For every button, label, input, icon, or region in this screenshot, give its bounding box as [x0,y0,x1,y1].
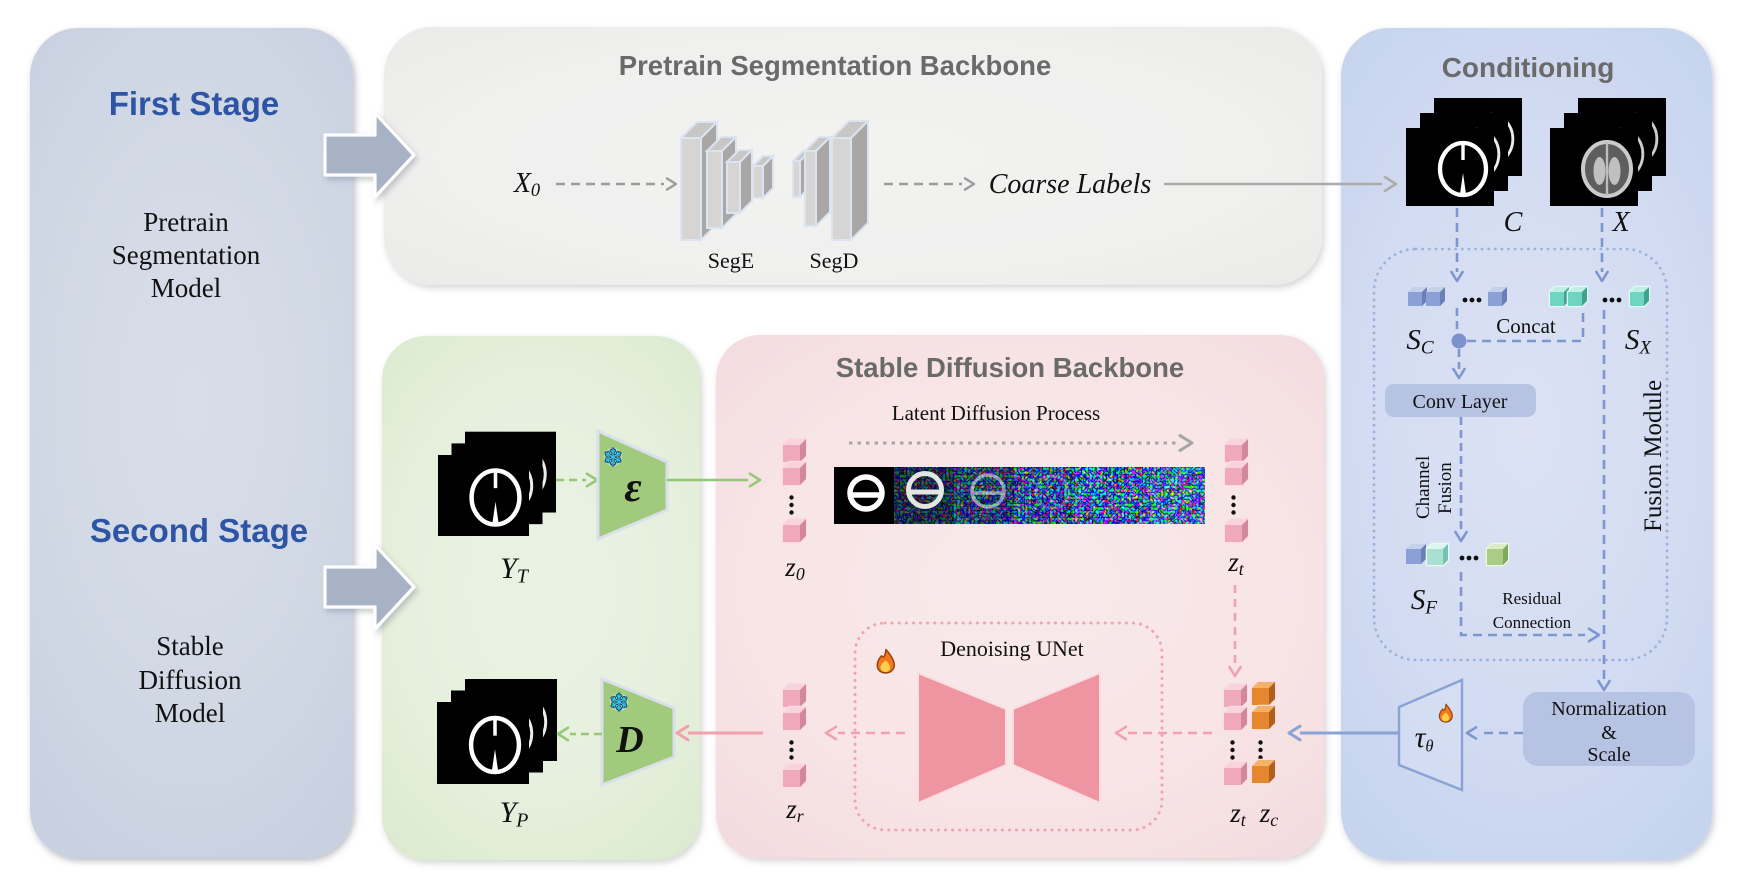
svg-text:SegE: SegE [708,248,754,273]
svg-text:&: & [1601,722,1617,744]
svg-text:C: C [1504,207,1523,238]
svg-text:Latent Diffusion Process: Latent Diffusion Process [892,401,1100,425]
svg-text:zc: zc [1259,798,1279,830]
svg-text:Denoising UNet: Denoising UNet [940,636,1084,661]
svg-text:First Stage: First Stage [109,85,280,122]
svg-text:Conv Layer: Conv Layer [1413,391,1508,413]
svg-text:SC: SC [1406,324,1434,358]
svg-text:zr: zr [785,794,804,826]
svg-text:zt: zt [1227,547,1245,579]
svg-text:Fusion: Fusion [1435,462,1456,514]
svg-text:Stable: Stable [156,631,224,661]
svg-text:Segmentation: Segmentation [112,240,261,270]
svg-text:SX: SX [1625,324,1653,358]
svg-text:X: X [1611,207,1630,238]
svg-text:Pretrain Segmentation Backbone: Pretrain Segmentation Backbone [619,50,1051,81]
svg-text:Conditioning: Conditioning [1442,52,1615,83]
svg-text:Coarse Labels: Coarse Labels [989,169,1152,200]
svg-text:Concat: Concat [1496,314,1556,338]
svg-text:Fusion Module: Fusion Module [1640,380,1667,532]
svg-text:YP: YP [500,796,529,832]
svg-text:Channel: Channel [1413,456,1434,519]
svg-text:Pretrain: Pretrain [143,207,229,237]
svg-text:Model: Model [151,273,222,303]
svg-text:Connection: Connection [1493,613,1572,632]
svg-text:z0: z0 [784,552,805,584]
svg-text:Diffusion: Diffusion [138,665,242,695]
svg-text:zt: zt [1229,798,1247,830]
svg-text:Second Stage: Second Stage [90,512,308,549]
svg-text:Stable Diffusion Backbone: Stable Diffusion Backbone [836,352,1184,383]
svg-text:YT: YT [500,552,530,588]
svg-text:Residual: Residual [1502,589,1562,608]
svg-text:SegD: SegD [810,248,859,273]
svg-text:Model: Model [155,698,226,728]
svg-text:Normalization: Normalization [1551,698,1667,720]
svg-text:SF: SF [1411,584,1438,618]
svg-text:Scale: Scale [1587,744,1630,766]
svg-text:ε: ε [624,465,641,511]
svg-text:X0: X0 [513,168,541,201]
svg-text:D: D [615,719,643,761]
